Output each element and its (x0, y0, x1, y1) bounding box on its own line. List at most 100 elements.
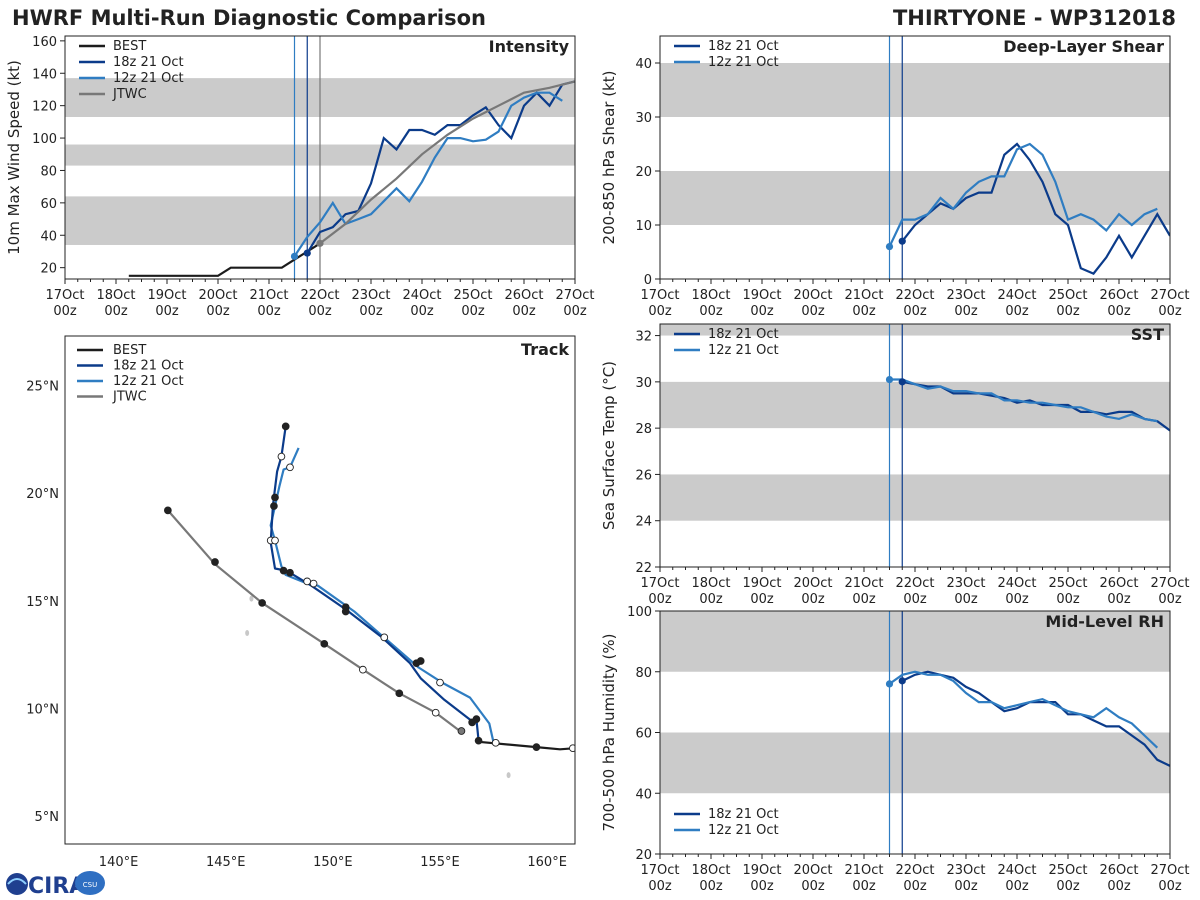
legend-label-18z-21-oct: 18z 21 Oct (113, 359, 184, 374)
y-axis-label: Sea Surface Temp (°C) (600, 361, 618, 530)
shaded-band (660, 381, 1170, 429)
init-marker-12z-21-oct (290, 252, 299, 260)
track-point (281, 422, 290, 431)
track-point (474, 736, 483, 745)
y-tick-label: 120 (32, 100, 57, 115)
x-tick-day: 26Oct (1099, 863, 1138, 878)
track-point (491, 738, 500, 747)
x-tick-hour: 00z (801, 304, 825, 319)
y-axis-label: 700-500 hPa Humidity (%) (600, 633, 618, 831)
x-tick-day: 17Oct (45, 288, 84, 303)
track-point (309, 579, 318, 588)
x-tick-day: 26Oct (1099, 576, 1138, 591)
legend-label-18z-21-oct: 18z 21 Oct (708, 807, 779, 822)
x-tick-hour: 00z (155, 304, 179, 319)
panel-title: Deep-Layer Shear (1003, 37, 1164, 56)
track-point (286, 568, 294, 577)
lon-tick-label: 160°E (527, 855, 567, 870)
track-line-best (478, 740, 575, 751)
x-tick-day: 27Oct (1150, 863, 1189, 878)
island-mark (245, 630, 250, 637)
x-tick-day: 19Oct (742, 288, 781, 303)
track-point (341, 607, 350, 616)
track-point (303, 577, 311, 586)
x-tick-hour: 00z (903, 592, 927, 607)
x-tick-hour: 00z (648, 304, 672, 319)
x-tick-hour: 00z (257, 304, 281, 319)
legend-label-jtwc: JTWC (112, 87, 147, 102)
panel-title: SST (1131, 325, 1164, 344)
panel-title: Mid-Level RH (1045, 612, 1164, 631)
series-line-12z-21-oct (293, 91, 563, 257)
track-point (164, 506, 172, 515)
y-tick-label: 40 (40, 229, 57, 244)
legend-label-18z-21-oct: 18z 21 Oct (708, 39, 779, 54)
x-tick-hour: 00z (1158, 592, 1182, 607)
init-marker-12z-21-oct (885, 680, 894, 688)
shaded-band (660, 474, 1170, 521)
shaded-band (660, 611, 1170, 672)
init-marker-18z-21-oct (898, 677, 906, 685)
x-tick-day: 21Oct (844, 863, 883, 878)
island-mark (249, 595, 254, 602)
x-tick-hour: 00z (699, 879, 723, 894)
x-tick-hour: 00z (648, 592, 672, 607)
lat-tick-label: 5°N (35, 810, 60, 825)
x-tick-hour: 00z (1005, 879, 1029, 894)
x-tick-hour: 00z (563, 304, 587, 319)
track-point (395, 689, 404, 698)
legend-label-jtwc: JTWC (112, 390, 147, 405)
storm-id: THIRTYONE - WP312018 (893, 6, 1176, 30)
x-tick-day: 24Oct (997, 576, 1036, 591)
x-tick-hour: 00z (750, 304, 774, 319)
lat-tick-label: 10°N (26, 702, 59, 717)
x-tick-day: 27Oct (1150, 288, 1189, 303)
panel-title: Track (521, 340, 569, 359)
x-tick-hour: 00z (852, 592, 876, 607)
series-line-18z-21-oct (901, 142, 1170, 275)
y-tick-label: 30 (635, 111, 652, 126)
x-tick-day: 22Oct (895, 863, 934, 878)
shaded-band (660, 324, 1170, 336)
x-tick-hour: 00z (801, 879, 825, 894)
x-tick-hour: 00z (648, 879, 672, 894)
x-tick-hour: 00z (852, 879, 876, 894)
x-tick-hour: 00z (954, 304, 978, 319)
x-tick-hour: 00z (750, 592, 774, 607)
x-tick-day: 19Oct (742, 863, 781, 878)
x-tick-day: 22Oct (300, 288, 339, 303)
x-tick-hour: 00z (53, 304, 77, 319)
y-tick-label: 60 (635, 727, 652, 742)
island-mark (506, 772, 511, 779)
x-tick-hour: 00z (699, 592, 723, 607)
x-tick-day: 25Oct (1048, 288, 1087, 303)
legend-label-best: BEST (113, 39, 146, 54)
x-tick-day: 25Oct (453, 288, 492, 303)
x-tick-day: 22Oct (895, 288, 934, 303)
x-tick-day: 17Oct (640, 288, 679, 303)
track-point (271, 536, 279, 545)
x-tick-day: 23Oct (946, 863, 985, 878)
lon-tick-label: 150°E (313, 855, 353, 870)
init-marker-18z-21-oct (898, 237, 906, 245)
shaded-band (660, 732, 1170, 794)
x-tick-day: 23Oct (946, 288, 985, 303)
y-tick-label: 60 (40, 197, 57, 212)
y-tick-label: 10 (635, 219, 652, 234)
track-point (211, 558, 219, 566)
track-point (532, 743, 541, 751)
x-tick-hour: 00z (903, 304, 927, 319)
y-tick-label: 20 (635, 165, 652, 180)
x-tick-hour: 00z (1056, 304, 1080, 319)
y-tick-label: 22 (635, 561, 652, 576)
track-point (412, 659, 421, 668)
y-tick-label: 0 (644, 273, 652, 288)
series-line-12z-21-oct (888, 670, 1159, 749)
lon-tick-label: 145°E (206, 855, 246, 870)
x-tick-day: 20Oct (793, 863, 832, 878)
panel-title: Intensity (489, 37, 570, 56)
init-marker-12z-21-oct (885, 375, 894, 384)
x-tick-day: 26Oct (504, 288, 543, 303)
sst-panel: 17Oct00z18Oct00z19Oct00z20Oct00z21Oct00z… (600, 323, 1190, 607)
track-point (457, 727, 466, 735)
